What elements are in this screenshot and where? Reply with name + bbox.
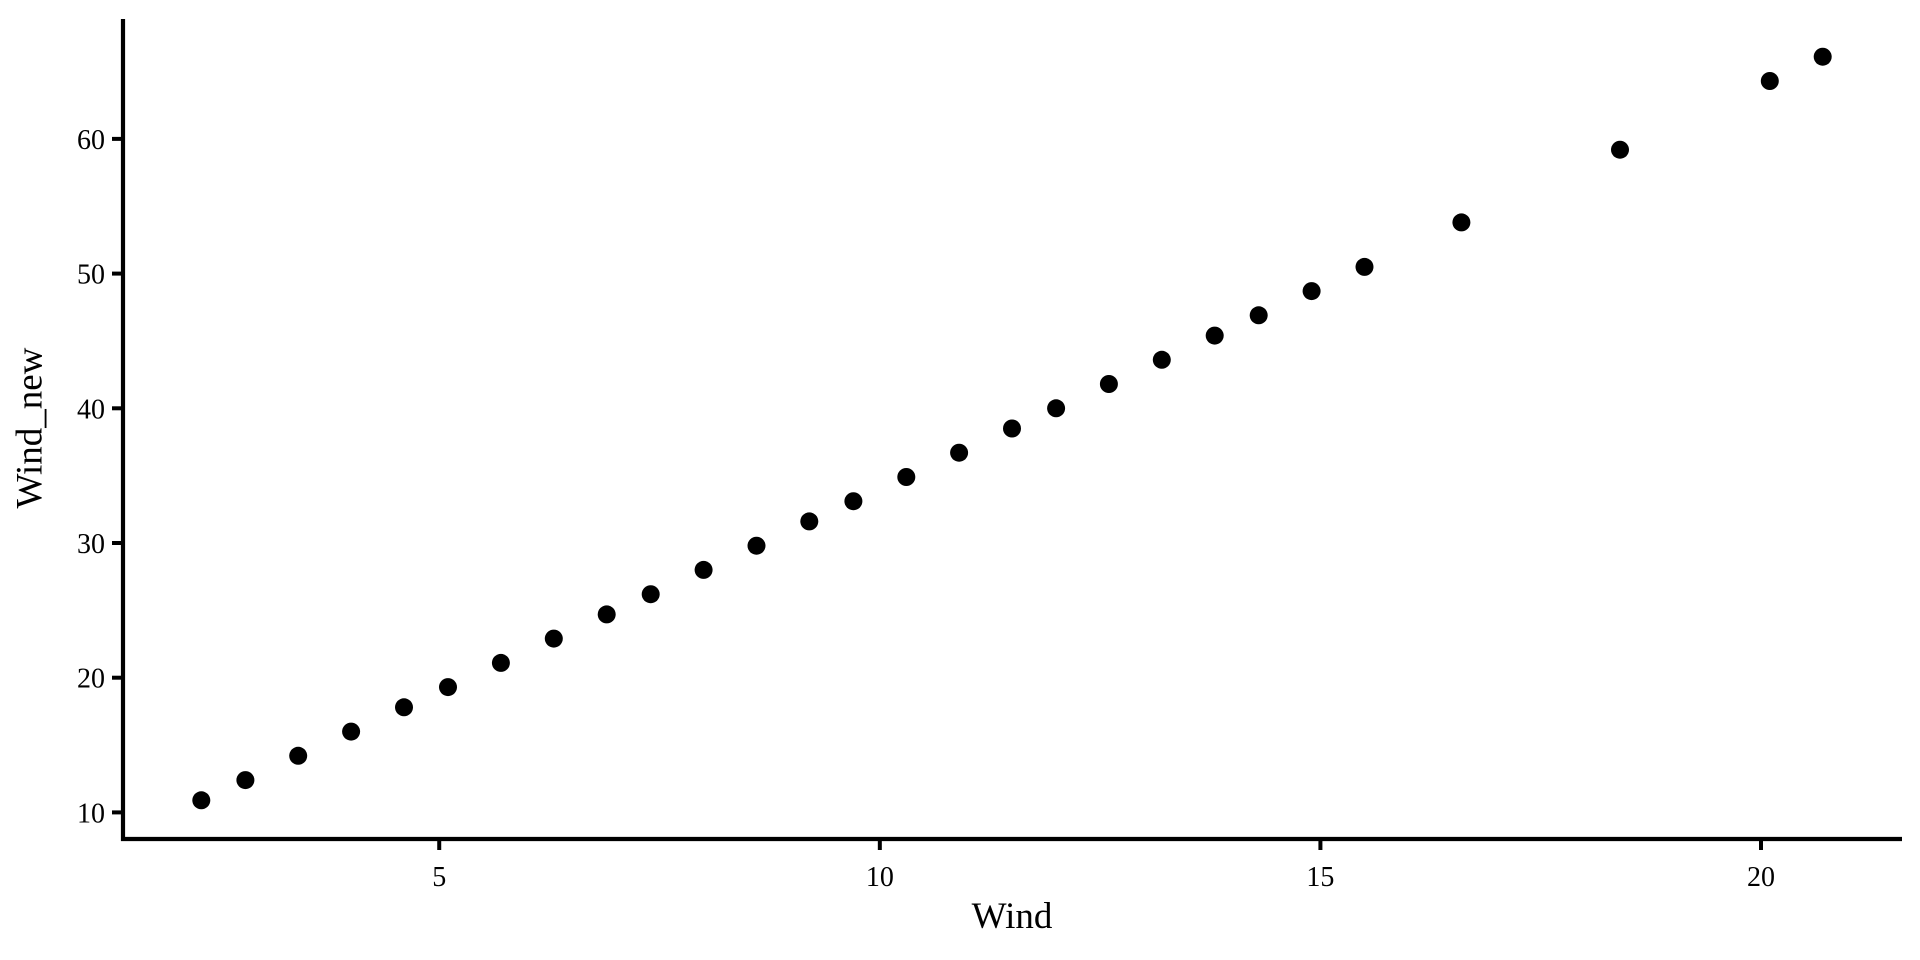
x-tick-label: 20: [1747, 862, 1775, 893]
data-point: [1302, 282, 1321, 301]
data-point: [641, 585, 660, 604]
y-tick-label: 30: [77, 529, 105, 560]
y-tick-label: 50: [77, 260, 105, 291]
y-tick-label: 10: [77, 798, 105, 829]
data-point: [1205, 326, 1224, 345]
data-point: [950, 443, 969, 462]
data-point: [439, 678, 457, 697]
data-point: [1611, 140, 1629, 159]
data-point: [1047, 399, 1066, 418]
x-tick-label: 5: [432, 862, 446, 893]
data-point: [236, 771, 255, 790]
data-point: [192, 791, 211, 810]
data-point: [289, 746, 308, 765]
axis-lines: [120, 19, 1902, 842]
data-point: [694, 560, 713, 579]
y-axis-title: Wind_new: [9, 347, 51, 509]
data-point: [1452, 213, 1471, 232]
x-axis-title: Wind: [971, 896, 1053, 937]
y-tick-label: 20: [77, 664, 105, 695]
data-point: [597, 605, 616, 624]
data-point: [1152, 350, 1171, 369]
y-tick-label: 60: [77, 125, 105, 156]
data-point: [1003, 419, 1021, 438]
data-point: [747, 536, 766, 555]
x-tick-label: 10: [866, 862, 894, 893]
data-point: [844, 492, 863, 511]
data-point: [544, 629, 563, 648]
data-point: [1813, 47, 1832, 66]
data-point: [342, 722, 361, 741]
y-tick-label: 40: [77, 394, 105, 425]
data-point: [800, 512, 819, 531]
data-point: [1249, 306, 1268, 325]
data-point: [1760, 72, 1779, 90]
x-tick-label: 15: [1306, 862, 1334, 893]
data-point: [395, 698, 413, 717]
data-point: [897, 468, 916, 486]
data-point: [491, 653, 510, 672]
data-point: [1099, 375, 1118, 393]
data-point: [1355, 257, 1374, 276]
